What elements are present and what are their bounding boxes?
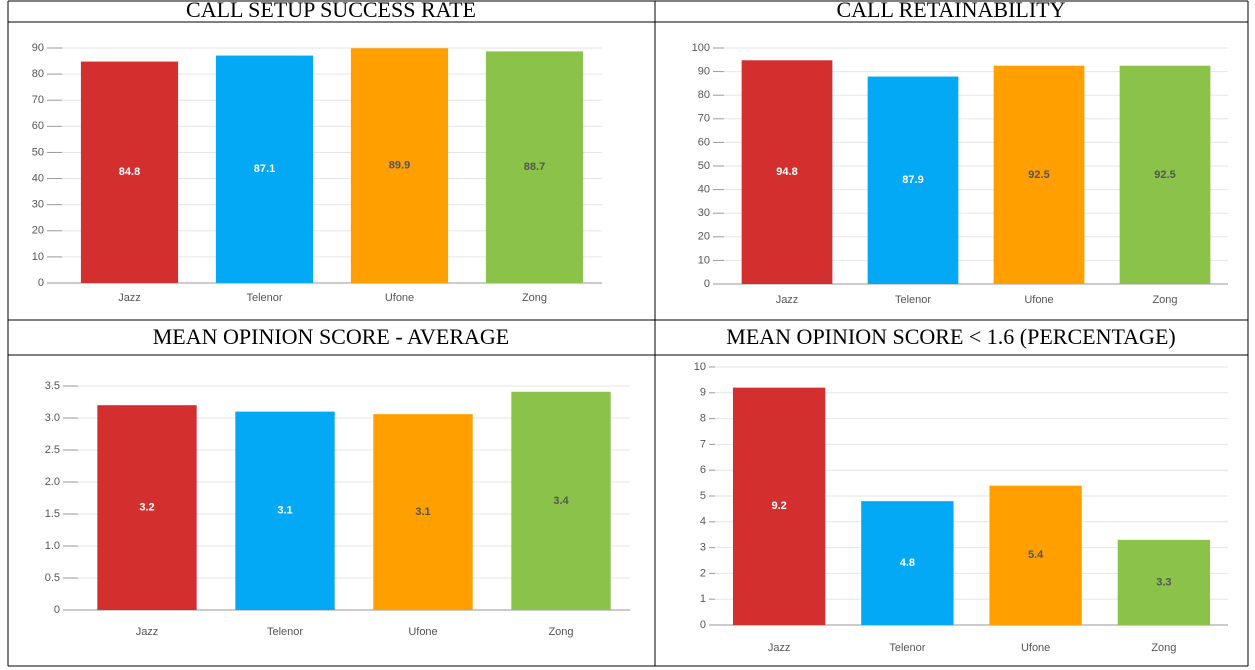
bar — [350, 48, 449, 284]
value-label: 89.9 — [389, 160, 410, 172]
x-tick-label: Ufone — [1021, 642, 1050, 654]
x-tick-label: Zong — [1152, 294, 1177, 306]
x-tick-label: Telenor — [889, 642, 925, 654]
y-tick-label: 1 — [700, 593, 706, 605]
y-tick-label: 6 — [700, 464, 706, 476]
y-tick-label: 2.5 — [45, 444, 60, 456]
x-tick-label: Jazz — [768, 642, 791, 654]
y-tick-label: 1.5 — [45, 508, 60, 520]
table-borders — [7, 0, 1249, 667]
bar — [867, 76, 959, 284]
chart-title: CALL SETUP SUCCESS RATE — [186, 0, 476, 22]
y-tick-label: 70 — [32, 94, 44, 106]
y-tick-label: 2 — [700, 567, 706, 579]
value-label: 3.2 — [139, 502, 154, 514]
y-tick-label: 3.0 — [45, 412, 60, 424]
y-tick-label: 30 — [698, 207, 710, 219]
y-tick-label: 0 — [704, 278, 710, 290]
value-label: 87.9 — [902, 174, 923, 186]
y-tick-label: 50 — [698, 160, 710, 172]
y-tick-label: 10 — [32, 251, 44, 263]
y-tick-label: 8 — [700, 413, 706, 425]
value-label: 84.8 — [119, 166, 140, 178]
bar — [215, 55, 314, 284]
x-tick-label: Zong — [522, 292, 547, 304]
x-tick-label: Telenor — [246, 292, 282, 304]
value-label: 88.7 — [524, 161, 545, 173]
chart-title: CALL RETAINABILITY — [837, 0, 1066, 22]
y-tick-label: 20 — [698, 231, 710, 243]
value-label: 94.8 — [776, 166, 797, 178]
x-tick-label: Jazz — [776, 294, 799, 306]
y-tick-label: 60 — [698, 136, 710, 148]
y-tick-label: 2.0 — [45, 476, 60, 488]
bar — [485, 51, 584, 284]
y-tick-label: 9 — [700, 387, 706, 399]
value-label: 92.5 — [1028, 169, 1049, 181]
bar — [1117, 539, 1211, 625]
y-tick-label: 0 — [54, 604, 60, 616]
bar — [511, 391, 611, 610]
x-tick-label: Ufone — [1024, 294, 1053, 306]
y-tick-label: 10 — [698, 254, 710, 266]
bar — [97, 405, 197, 610]
y-tick-label: 40 — [32, 172, 44, 184]
value-label: 87.1 — [254, 163, 275, 175]
y-tick-label: 80 — [32, 68, 44, 80]
value-label: 5.4 — [1028, 549, 1044, 561]
y-tick-label: 20 — [32, 225, 44, 237]
y-tick-label: 80 — [698, 89, 710, 101]
y-tick-label: 4 — [700, 516, 706, 528]
y-tick-label: 3.5 — [45, 380, 60, 392]
bar — [861, 501, 954, 625]
x-tick-label: Zong — [548, 626, 573, 638]
y-tick-label: 40 — [698, 184, 710, 196]
bar — [732, 387, 826, 625]
y-tick-label: 50 — [32, 146, 44, 158]
x-tick-label: Ufone — [385, 292, 414, 304]
bar — [80, 61, 179, 284]
y-tick-label: 90 — [32, 42, 44, 54]
y-tick-label: 0 — [38, 277, 44, 289]
bar — [1119, 65, 1211, 284]
chart-title: MEAN OPINION SCORE < 1.6 (PERCENTAGE) — [726, 324, 1175, 349]
value-label: 3.1 — [415, 506, 430, 518]
x-tick-label: Jazz — [118, 292, 141, 304]
bar — [989, 485, 1082, 625]
chart-title: MEAN OPINION SCORE - AVERAGE — [153, 324, 510, 349]
y-tick-label: 30 — [32, 199, 44, 211]
x-tick-label: Jazz — [136, 626, 159, 638]
y-tick-label: 0 — [700, 619, 706, 631]
bar — [741, 60, 833, 284]
x-tick-label: Telenor — [267, 626, 303, 638]
x-tick-label: Telenor — [895, 294, 931, 306]
y-tick-label: 0.5 — [45, 572, 60, 584]
value-label: 3.1 — [277, 505, 292, 517]
y-tick-label: 7 — [700, 438, 706, 450]
y-tick-label: 1.0 — [45, 540, 60, 552]
y-tick-label: 90 — [698, 66, 710, 78]
y-tick-label: 100 — [692, 42, 710, 54]
value-label: 3.4 — [553, 495, 569, 507]
y-tick-label: 5 — [700, 490, 706, 502]
value-label: 4.8 — [900, 557, 915, 569]
y-tick-label: 10 — [694, 361, 706, 373]
y-tick-label: 3 — [700, 542, 706, 554]
x-tick-label: Zong — [1151, 642, 1176, 654]
value-label: 9.2 — [771, 500, 786, 512]
y-tick-label: 70 — [698, 113, 710, 125]
y-tick-label: 60 — [32, 120, 44, 132]
bar — [373, 414, 473, 610]
bar — [993, 65, 1085, 284]
x-tick-label: Ufone — [408, 626, 437, 638]
bar — [235, 411, 335, 610]
value-label: 3.3 — [1156, 576, 1171, 588]
value-label: 92.5 — [1154, 169, 1175, 181]
